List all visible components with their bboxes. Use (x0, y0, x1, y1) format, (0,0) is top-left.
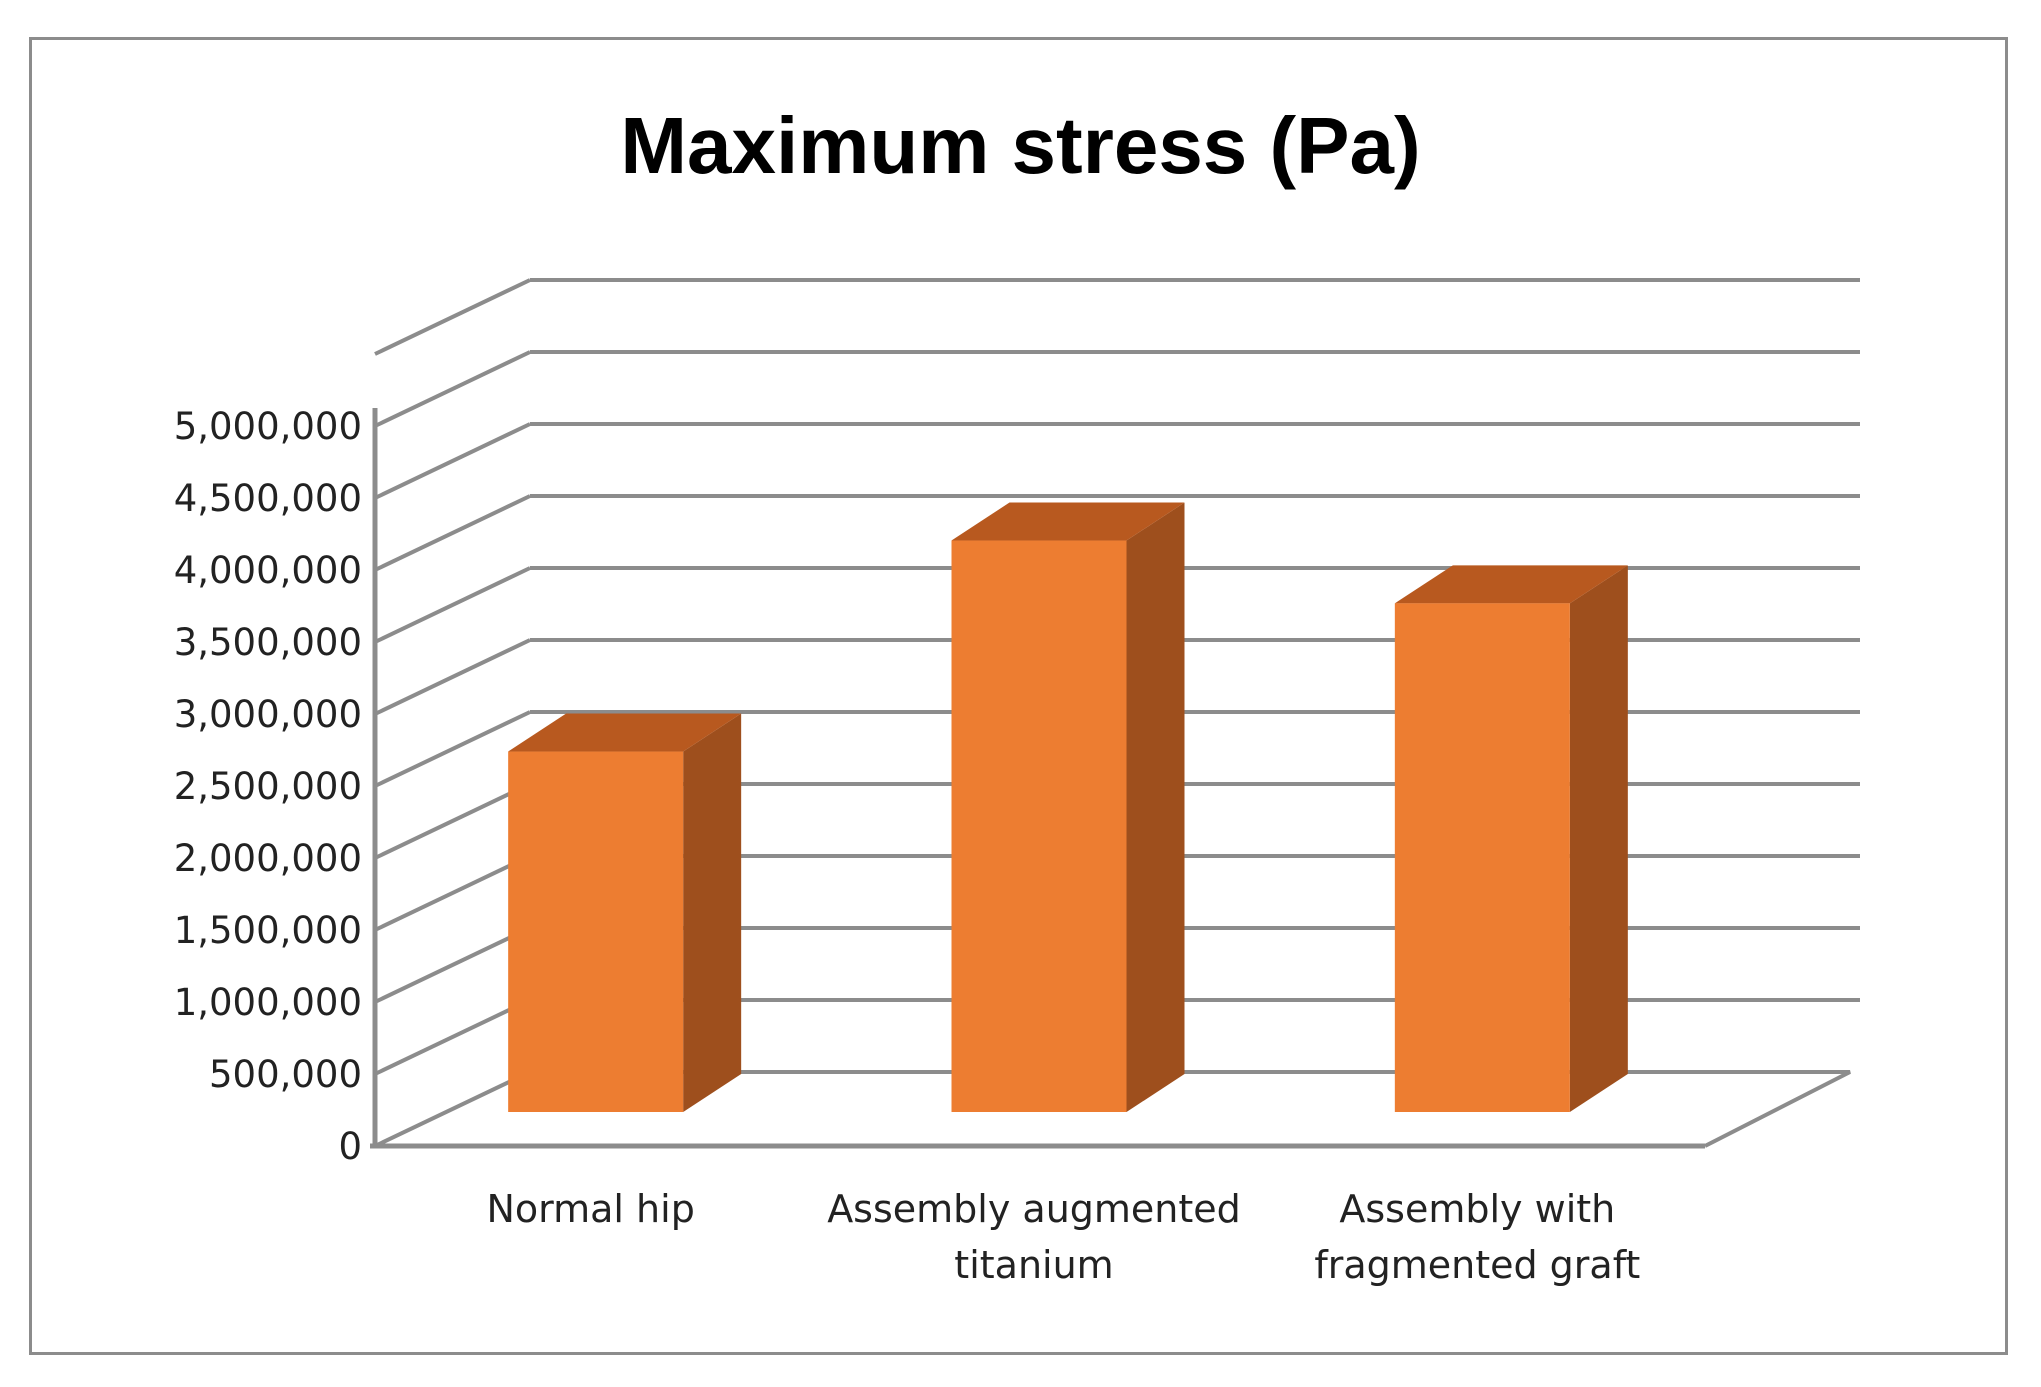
chart-title: Maximum stress (Pa) (620, 101, 1421, 190)
y-tick-label: 1,500,000 (174, 909, 362, 952)
side-gridline (374, 998, 531, 1076)
x-category-label: fragmented graft (1314, 1243, 1640, 1287)
bar (1394, 603, 1570, 1112)
x-category-label: titanium (954, 1243, 1113, 1287)
bar-side (1569, 565, 1628, 1112)
floor-outline (374, 1070, 1851, 1148)
x-category-label: Normal hip (486, 1187, 694, 1231)
bar-top (1394, 565, 1628, 604)
side-gridline (374, 710, 531, 788)
side-gridline (374, 494, 531, 572)
y-tick-label: 2,500,000 (174, 765, 362, 808)
bar (508, 751, 684, 1112)
bar (951, 540, 1127, 1112)
bar-top (951, 502, 1185, 541)
side-gridline (374, 638, 531, 716)
y-tick-label: 4,500,000 (174, 477, 362, 520)
side-gridline (374, 782, 531, 860)
y-tick-label: 2,000,000 (174, 837, 362, 880)
side-gridline (374, 566, 531, 644)
side-gridline (374, 854, 531, 932)
bar-side (1126, 502, 1185, 1112)
side-gridline (374, 278, 531, 356)
side-gridline (374, 422, 531, 500)
y-tick-label: 3,500,000 (174, 621, 362, 664)
side-gridline (374, 350, 531, 428)
y-tick-label: 4,000,000 (174, 549, 362, 592)
bar-top (508, 713, 742, 752)
y-tick-label: 0 (338, 1125, 362, 1168)
y-tick-label: 1,000,000 (174, 981, 362, 1024)
x-category-label: Assembly augmented (827, 1187, 1241, 1231)
bar-side (683, 713, 742, 1112)
side-gridline (374, 926, 531, 1004)
y-tick-label: 3,000,000 (174, 693, 362, 736)
y-tick-label: 5,000,000 (174, 405, 362, 448)
x-category-label: Assembly with (1339, 1187, 1615, 1231)
y-tick-label: 500,000 (209, 1053, 362, 1096)
